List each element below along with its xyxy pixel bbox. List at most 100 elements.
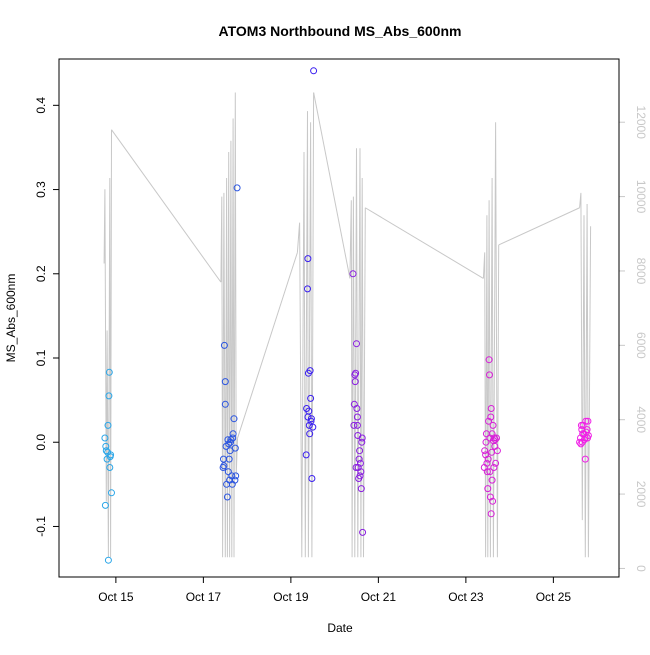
right-axis: 0 2000 4000 6000 8000 10000 12000 <box>619 106 648 572</box>
data-point <box>358 434 366 442</box>
data-point <box>306 430 314 438</box>
data-point <box>584 432 592 439</box>
data-point <box>102 447 110 455</box>
data-point <box>101 434 109 442</box>
altitude-line <box>579 192 592 558</box>
data-point <box>493 434 500 442</box>
data-point <box>356 447 364 455</box>
data-point <box>486 371 493 379</box>
data-point <box>302 451 310 459</box>
data-point <box>229 434 237 442</box>
data-point <box>493 447 501 455</box>
x-tick-label: Oct 23 <box>448 590 484 604</box>
data-point <box>582 417 590 425</box>
data-point <box>230 415 238 423</box>
data-point <box>227 438 234 446</box>
altitude-line <box>103 129 112 558</box>
data-point <box>349 270 357 278</box>
altitude-connector <box>237 252 298 439</box>
y2-tick-label: 10000 <box>634 180 648 214</box>
data-point <box>352 369 360 377</box>
data-point <box>356 472 364 480</box>
data-point <box>486 493 494 501</box>
data-point <box>304 255 312 263</box>
x-axis-label: Date <box>327 621 353 635</box>
data-point <box>358 438 366 446</box>
data-point <box>233 184 241 192</box>
altitude-connector <box>111 129 222 283</box>
data-point <box>225 455 233 463</box>
data-point <box>306 367 314 375</box>
data-point <box>106 464 114 471</box>
y-axis-label: MS_Abs_600nm <box>4 274 18 363</box>
data-point <box>581 455 589 463</box>
data-point <box>105 392 113 400</box>
data-points-layer <box>101 67 592 564</box>
data-point <box>483 468 491 476</box>
altitude-line <box>220 92 238 558</box>
data-point <box>229 430 237 438</box>
data-point <box>491 436 499 444</box>
y-tick-label: 0.4 <box>34 97 48 114</box>
data-point <box>357 468 365 476</box>
data-point <box>225 440 233 448</box>
y2-tick-label: 0 <box>634 565 648 572</box>
data-point <box>307 394 315 402</box>
altitude-line <box>349 148 366 558</box>
data-point <box>104 556 112 564</box>
data-point <box>359 528 367 536</box>
data-point <box>305 421 313 429</box>
data-point <box>489 421 497 429</box>
data-point <box>104 448 112 456</box>
data-point <box>352 464 360 471</box>
data-point <box>232 472 240 480</box>
data-point <box>584 417 592 425</box>
data-point <box>488 430 496 438</box>
data-point <box>484 455 492 463</box>
data-point <box>486 468 494 476</box>
y-tick-label: 0.3 <box>34 181 48 198</box>
data-point <box>223 493 231 501</box>
x-tick-label: Oct 17 <box>186 590 222 604</box>
data-point <box>221 378 229 386</box>
y2-tick-label: 6000 <box>634 332 648 359</box>
data-point <box>487 510 495 518</box>
data-point <box>487 413 495 421</box>
data-point <box>482 438 490 446</box>
data-point <box>223 480 231 488</box>
y-tick-label: 0.1 <box>34 349 48 366</box>
x-tick-label: Oct 15 <box>98 590 134 604</box>
data-point <box>226 447 234 455</box>
data-point <box>307 415 315 423</box>
y2-tick-label: 2000 <box>634 481 648 508</box>
data-point <box>485 356 493 364</box>
data-point <box>484 485 492 493</box>
x-tick-label: Oct 21 <box>361 590 397 604</box>
plot-frame <box>58 58 620 578</box>
altitude-line <box>482 122 500 558</box>
data-point <box>488 476 496 484</box>
y-tick-label: 0.0 <box>34 434 48 451</box>
y-tick-label: 0.2 <box>34 265 48 282</box>
data-point <box>220 462 228 470</box>
altitude-connector <box>313 92 351 279</box>
data-point <box>353 413 361 421</box>
data-point <box>485 417 493 425</box>
data-point <box>108 489 115 497</box>
y-tick-label: -0.1 <box>34 516 48 537</box>
data-point <box>357 485 365 493</box>
y2-tick-label: 4000 <box>634 406 648 433</box>
bottom-axis: Oct 15 Oct 17 Oct 19 Oct 21 Oct 23 Oct 25 <box>98 577 571 604</box>
data-point <box>220 341 228 349</box>
data-point <box>105 368 113 376</box>
data-point <box>350 421 358 429</box>
data-point <box>492 459 500 467</box>
altitude-connector <box>498 207 580 246</box>
data-point <box>353 405 361 412</box>
data-point <box>310 67 318 75</box>
data-point <box>304 413 312 421</box>
data-point <box>224 468 232 476</box>
data-point <box>353 340 360 348</box>
